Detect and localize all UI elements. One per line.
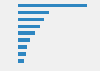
Bar (18, 52, 26, 56)
Bar (18, 38, 30, 42)
Bar (18, 11, 49, 14)
Bar (18, 4, 87, 8)
Bar (18, 18, 44, 21)
Bar (18, 59, 24, 63)
Bar (18, 45, 27, 49)
Bar (18, 24, 40, 28)
Bar (18, 31, 35, 35)
